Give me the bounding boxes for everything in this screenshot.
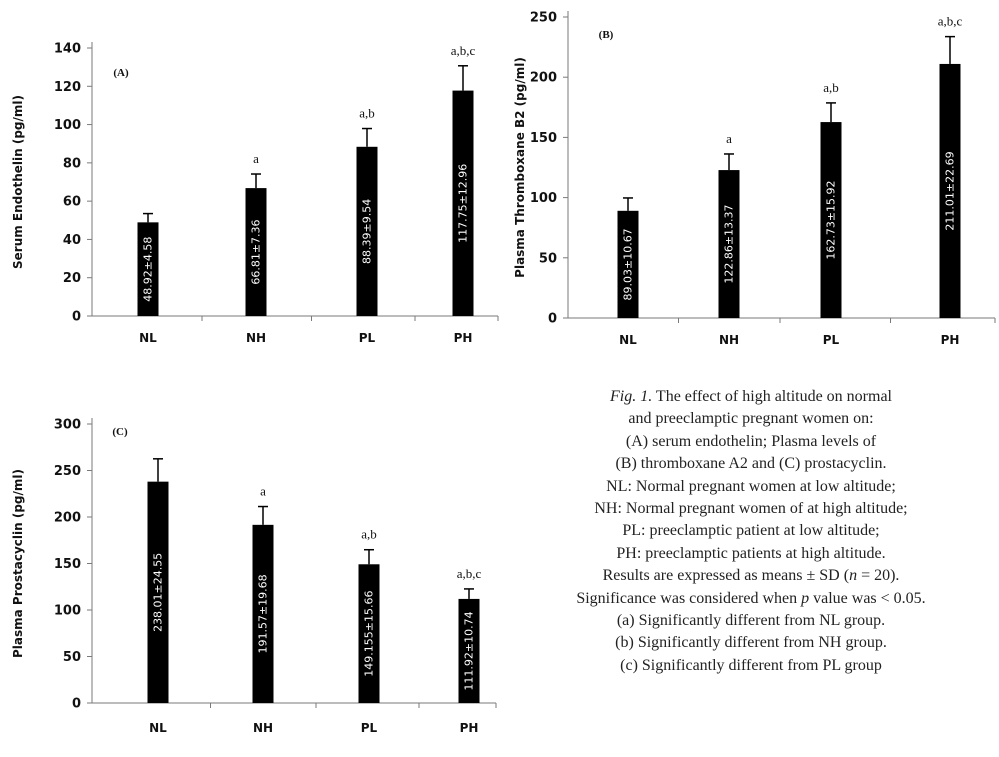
bar-nh bbox=[245, 188, 267, 316]
y-tick-label: 0 bbox=[72, 310, 81, 325]
y-tick-label: 300 bbox=[54, 418, 81, 433]
caption-line-12: (b) Significantly different from NH grou… bbox=[615, 634, 887, 652]
y-axis-title: Plasma Thromboxane B2 (pg/ml) bbox=[513, 57, 527, 278]
value-label-nh: 66.81±7.36 bbox=[250, 219, 263, 284]
x-category-label: PL bbox=[359, 331, 376, 345]
y-tick-label: 0 bbox=[72, 697, 81, 712]
panel-label: (A) bbox=[113, 67, 129, 79]
bar-nh bbox=[718, 170, 740, 318]
value-label-nl: 89.03±10.67 bbox=[622, 228, 635, 300]
value-label-ph: 211.01±22.69 bbox=[944, 151, 957, 230]
value-label-nh: 191.57±19.68 bbox=[257, 574, 270, 653]
x-category-label: NH bbox=[246, 331, 266, 345]
chart-panel-a: 0 20 40 60 80 100 120 140 Serum Endothelin (pg/m… bbox=[11, 42, 499, 345]
caption-line-6: NH: Normal pregnant women of at high alt… bbox=[594, 500, 908, 518]
y-tick-label: 100 bbox=[54, 604, 81, 619]
panel-label: (C) bbox=[112, 426, 128, 438]
x-category-label: NL bbox=[139, 331, 157, 345]
caption-line-8: PH: preeclamptic patients at high altitu… bbox=[616, 544, 886, 562]
x-category-label: NH bbox=[719, 333, 739, 347]
y-tick-label: 80 bbox=[63, 156, 81, 171]
significance-label-nh: a bbox=[260, 484, 266, 499]
value-label-pl: 162.73±15.92 bbox=[825, 180, 838, 259]
significance-label-pl: a,b bbox=[361, 527, 377, 542]
chart-panel-b: 0 50 100 150 200 250 Plasma Thromboxane B2 (pg… bbox=[513, 11, 996, 347]
y-axis-title: Plasma Prostacyclin (pg/ml) bbox=[11, 469, 25, 658]
significance-label-ph: a,b,c bbox=[938, 14, 963, 29]
y-tick-label: 100 bbox=[530, 191, 557, 206]
value-label-nh: 122.86±13.37 bbox=[723, 204, 736, 283]
bar-pl bbox=[820, 122, 842, 318]
figure-caption: Fig. 1. The effect of high altitude on n… bbox=[520, 386, 982, 677]
caption-line-7: PL: preeclamptic patient at low altitude… bbox=[622, 522, 880, 540]
value-label-ph: 117.75±12.96 bbox=[457, 164, 470, 243]
y-tick-label: 20 bbox=[63, 271, 81, 286]
y-tick-label: 150 bbox=[530, 131, 557, 146]
caption-line-2: and preeclamptic pregnant women on: bbox=[628, 410, 874, 428]
panel-label: (B) bbox=[599, 29, 614, 41]
caption-line-10: Significance was considered when p value… bbox=[576, 589, 926, 607]
value-label-nl: 48.92±4.58 bbox=[142, 237, 155, 302]
x-category-label: PH bbox=[454, 331, 473, 345]
caption-line-3: (A) serum endothelin; Plasma levels of bbox=[625, 432, 877, 450]
x-category-label: NL bbox=[149, 721, 167, 735]
x-category-label: PH bbox=[941, 333, 960, 347]
significance-label-pl: a,b bbox=[359, 106, 375, 121]
y-tick-label: 200 bbox=[54, 511, 81, 526]
y-tick-label: 150 bbox=[54, 557, 81, 572]
x-category-label: PL bbox=[823, 333, 840, 347]
y-tick-label: 140 bbox=[54, 42, 81, 57]
value-label-pl: 149.155±15.66 bbox=[363, 591, 376, 677]
caption-line-11: (a) Significantly different from NL grou… bbox=[616, 612, 886, 630]
bar-ph bbox=[939, 63, 961, 319]
chart-panel-c: 0 50 100 150 200 250 300 Plasma Prostacyclin (p… bbox=[11, 418, 497, 735]
bar-ph bbox=[458, 598, 480, 703]
value-label-ph: 111.92±10.74 bbox=[463, 611, 476, 690]
y-tick-label: 40 bbox=[63, 233, 81, 248]
bar-pl bbox=[358, 564, 380, 703]
value-label-pl: 88.39±9.54 bbox=[361, 199, 374, 264]
caption-line-4: (B) thromboxane A2 and (C) prostacyclin. bbox=[615, 455, 887, 473]
bar-nl bbox=[137, 222, 159, 316]
significance-label-nh: a bbox=[726, 131, 732, 146]
y-tick-label: 50 bbox=[539, 251, 557, 266]
fig-label: Fig. 1. bbox=[610, 388, 653, 405]
y-tick-label: 200 bbox=[530, 71, 557, 86]
y-tick-label: 250 bbox=[530, 11, 557, 26]
bar-ph bbox=[452, 90, 474, 316]
y-tick-label: 100 bbox=[54, 118, 81, 133]
x-category-label: PH bbox=[460, 721, 479, 735]
caption-line-5: NL: Normal pregnant women at low altitud… bbox=[606, 477, 896, 495]
significance-label-ph: a,b,c bbox=[451, 43, 476, 58]
y-tick-label: 50 bbox=[63, 650, 81, 665]
y-tick-label: 60 bbox=[63, 195, 81, 210]
value-label-nl: 238.01±24.55 bbox=[152, 553, 165, 632]
y-tick-label: 0 bbox=[548, 312, 557, 327]
y-tick-label: 250 bbox=[54, 464, 81, 479]
bar-nl bbox=[147, 481, 169, 703]
significance-label-pl: a,b bbox=[823, 80, 839, 95]
significance-label-nh: a bbox=[253, 151, 259, 166]
y-axis-title: Serum Endothelin (pg/ml) bbox=[11, 95, 25, 269]
x-category-label: NL bbox=[619, 333, 637, 347]
y-tick-label: 120 bbox=[54, 80, 81, 95]
bar-pl bbox=[356, 146, 378, 316]
bar-nh bbox=[252, 524, 274, 703]
caption-line-13: (c) Significantly different from PL grou… bbox=[620, 656, 882, 674]
caption-line-1: Fig. 1. The effect of high altitude on n… bbox=[610, 388, 892, 405]
x-category-label: PL bbox=[361, 721, 378, 735]
x-category-label: NH bbox=[253, 721, 273, 735]
bar-nl bbox=[617, 210, 639, 318]
caption-line-9: Results are expressed as means ± SD (n =… bbox=[602, 567, 900, 585]
significance-label-ph: a,b,c bbox=[457, 566, 482, 581]
